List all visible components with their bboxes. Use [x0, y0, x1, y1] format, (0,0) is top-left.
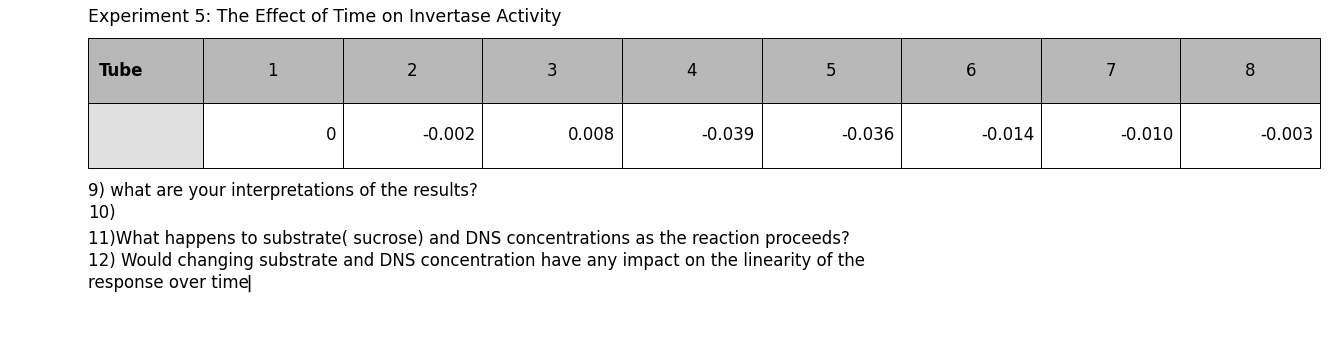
Text: -0.002: -0.002: [422, 126, 476, 145]
Bar: [761, 38, 900, 103]
Bar: [900, 103, 1041, 168]
Text: 10): 10): [88, 204, 115, 222]
Bar: [1041, 103, 1181, 168]
Text: 11)What happens to substrate( sucrose) and DNS concentrations as the reaction pr: 11)What happens to substrate( sucrose) a…: [88, 230, 850, 248]
Text: Tube: Tube: [99, 61, 143, 79]
Text: 7: 7: [1106, 61, 1116, 79]
Text: -0.014: -0.014: [981, 126, 1034, 145]
Bar: [88, 103, 202, 168]
Bar: [622, 38, 761, 103]
Bar: [761, 103, 900, 168]
Bar: [1181, 103, 1320, 168]
Text: 0: 0: [326, 126, 336, 145]
Bar: [482, 103, 622, 168]
Text: 12) Would changing substrate and DNS concentration have any impact on the linear: 12) Would changing substrate and DNS con…: [88, 252, 866, 270]
Bar: [900, 38, 1041, 103]
Text: 9) what are your interpretations of the results?: 9) what are your interpretations of the …: [88, 182, 478, 200]
Text: 8: 8: [1245, 61, 1256, 79]
Bar: [482, 38, 622, 103]
Bar: [343, 103, 482, 168]
Bar: [202, 103, 343, 168]
Text: 4: 4: [686, 61, 697, 79]
Text: 6: 6: [966, 61, 976, 79]
Bar: [1181, 38, 1320, 103]
Text: 3: 3: [547, 61, 557, 79]
Bar: [202, 38, 343, 103]
Bar: [622, 103, 761, 168]
Text: -0.003: -0.003: [1260, 126, 1313, 145]
Text: Experiment 5: The Effect of Time on Invertase Activity: Experiment 5: The Effect of Time on Inve…: [88, 8, 561, 26]
Text: 2: 2: [407, 61, 418, 79]
Text: -0.039: -0.039: [702, 126, 754, 145]
Text: -0.010: -0.010: [1120, 126, 1174, 145]
Bar: [1041, 38, 1181, 103]
Text: response over time▏: response over time▏: [88, 274, 261, 292]
Bar: [88, 38, 202, 103]
Text: 0.008: 0.008: [568, 126, 615, 145]
Text: 5: 5: [825, 61, 836, 79]
Text: 1: 1: [268, 61, 279, 79]
Text: -0.036: -0.036: [842, 126, 894, 145]
Bar: [343, 38, 482, 103]
